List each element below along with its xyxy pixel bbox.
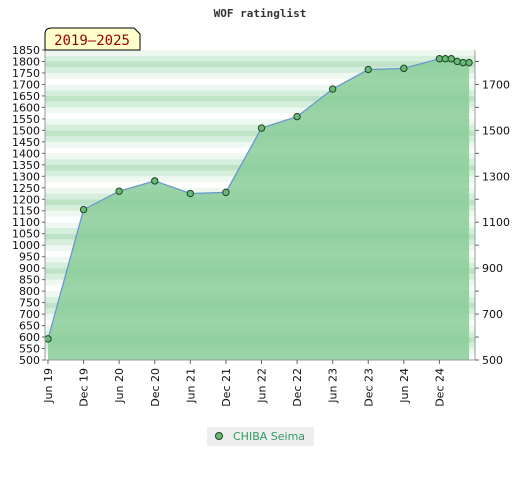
y-tick-label: 700 <box>19 308 40 321</box>
x-tick-label: Jun 23 <box>327 368 340 404</box>
series-area <box>48 58 470 361</box>
legend-marker <box>215 432 223 440</box>
y-tick-label: 600 <box>19 331 40 344</box>
data-point[interactable] <box>115 187 123 195</box>
x-tick-label: Jun 19 <box>42 368 55 404</box>
data-point[interactable] <box>186 189 195 198</box>
y-tick-label: 550 <box>19 343 40 356</box>
period-badge: 2019–2025 <box>44 27 141 51</box>
data-point[interactable] <box>453 57 461 66</box>
data-point[interactable] <box>151 177 159 185</box>
data-point[interactable] <box>364 65 372 74</box>
background-band <box>45 61 475 68</box>
y-tick-label: 1850 <box>12 44 40 57</box>
data-point[interactable] <box>400 64 408 73</box>
data-point[interactable] <box>44 335 52 343</box>
data-point[interactable] <box>328 85 337 93</box>
y-tick-label: 1650 <box>12 90 40 103</box>
legend-label: CHIBA Seima <box>233 430 305 443</box>
background-band <box>45 113 475 119</box>
background-band <box>45 50 475 56</box>
x-tick-label: Dec 24 <box>433 368 446 407</box>
data-point[interactable] <box>465 58 473 67</box>
y-tick-label: 1600 <box>12 101 40 114</box>
y-tick-label: 1450 <box>12 136 40 149</box>
y-tick-label: 1800 <box>12 55 40 68</box>
legend-box <box>207 427 314 446</box>
x-tick-label: Dec 23 <box>362 368 375 407</box>
area-fill <box>48 58 470 361</box>
background-band <box>45 72 475 79</box>
chart-title: WOF ratinglist <box>214 7 307 20</box>
y-tick-label: 1350 <box>12 159 40 172</box>
background-band <box>45 90 475 96</box>
x-tick-label: Jun 22 <box>256 368 269 404</box>
y-tick-label: 850 <box>19 274 40 287</box>
y-right-tick-label: 1300 <box>482 170 510 183</box>
y-tick-label: 750 <box>19 297 40 310</box>
background-band <box>45 84 475 91</box>
y-tick-label: 500 <box>19 354 40 367</box>
y-tick-label: 1100 <box>12 216 40 229</box>
data-point[interactable] <box>447 55 455 63</box>
background-band <box>45 107 475 114</box>
y-tick-label: 800 <box>19 285 40 298</box>
background-band <box>45 95 475 102</box>
y-tick-label: 1050 <box>12 228 40 241</box>
background-band <box>45 101 475 108</box>
x-tick-label: Jun 21 <box>184 368 197 404</box>
y-tick-label: 1200 <box>12 193 40 206</box>
background-band <box>45 55 475 62</box>
y-tick-label: 1150 <box>12 205 40 218</box>
y-right-tick-label: 1100 <box>482 216 510 229</box>
y-right-tick-label: 700 <box>482 308 503 321</box>
x-tick-label: Jun 24 <box>398 368 411 404</box>
data-point[interactable] <box>79 205 88 214</box>
series-markers <box>44 55 473 343</box>
y-tick-label: 1250 <box>12 182 40 195</box>
background-band <box>45 78 475 85</box>
x-tick-label: Jun 20 <box>113 368 126 404</box>
y-right-tick-label: 900 <box>482 262 503 275</box>
y-axis-left-ticks: 5005506006507007508008509009501000105011… <box>12 44 45 367</box>
y-tick-label: 1550 <box>12 113 40 126</box>
y-tick-label: 650 <box>19 320 40 333</box>
y-tick-label: 1400 <box>12 147 40 160</box>
x-tick-label: Dec 20 <box>149 368 162 407</box>
background-band <box>45 118 475 125</box>
data-point[interactable] <box>257 124 266 132</box>
x-tick-label: Dec 21 <box>220 368 233 407</box>
x-tick-label: Dec 19 <box>78 368 91 407</box>
y-right-tick-label: 1700 <box>482 78 510 91</box>
x-tick-label: Dec 22 <box>291 368 304 407</box>
y-right-tick-label: 500 <box>482 354 503 367</box>
y-tick-label: 1750 <box>12 67 40 80</box>
y-tick-label: 900 <box>19 262 40 275</box>
y-tick-label: 950 <box>19 251 40 264</box>
legend[interactable]: CHIBA Seima <box>207 427 314 446</box>
y-tick-label: 1500 <box>12 124 40 137</box>
period-badge-text: 2019–2025 <box>54 33 130 49</box>
data-point[interactable] <box>222 188 230 197</box>
y-tick-label: 1300 <box>12 170 40 183</box>
data-point[interactable] <box>293 112 301 121</box>
background-band <box>45 67 475 73</box>
y-axis-right-ticks: 500 700 900 1100 1300 1500 1700 <box>475 60 510 367</box>
y-tick-label: 1700 <box>12 78 40 91</box>
x-axis-ticks: Jun 19 Dec 19 Jun 20 Dec 20 Jun 21 Dec 21 Jun … <box>42 360 446 407</box>
y-tick-label: 1000 <box>12 239 40 252</box>
y-right-tick-label: 1500 <box>482 124 510 137</box>
